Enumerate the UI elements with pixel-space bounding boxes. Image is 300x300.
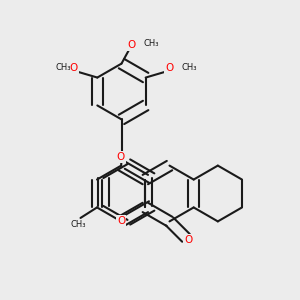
- Text: O: O: [70, 63, 78, 73]
- Text: O: O: [116, 152, 125, 162]
- Text: CH₃: CH₃: [182, 63, 197, 72]
- Text: O: O: [184, 235, 193, 245]
- Text: O: O: [165, 63, 173, 73]
- Text: O: O: [117, 216, 125, 226]
- Text: CH₃: CH₃: [144, 39, 160, 48]
- Text: CH₃: CH₃: [55, 63, 70, 72]
- Text: O: O: [127, 40, 136, 50]
- Text: CH₃: CH₃: [70, 220, 86, 229]
